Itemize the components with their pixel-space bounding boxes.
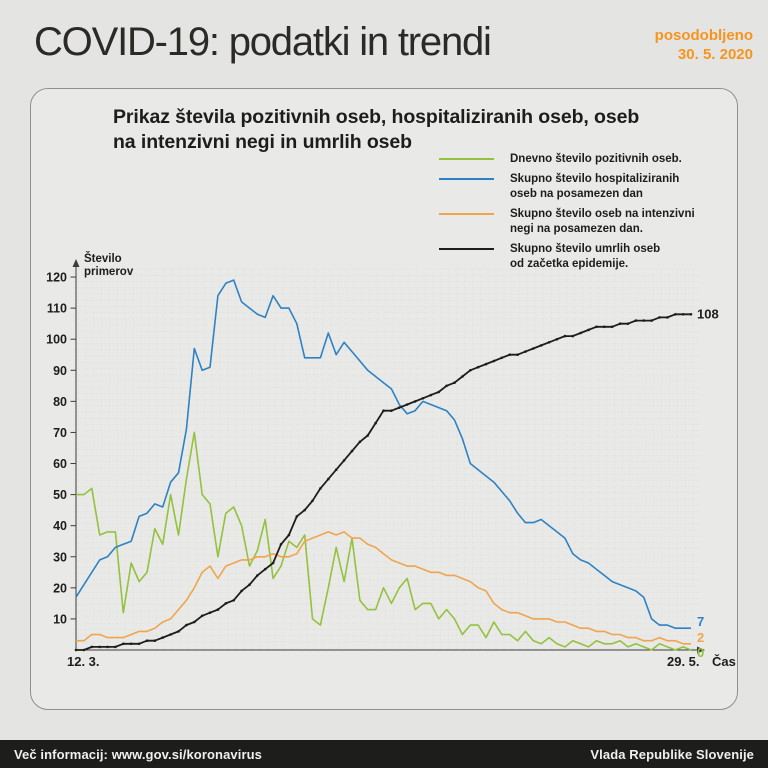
legend-label: Skupno število hospitaliziranih oseb na … xyxy=(510,173,680,200)
footer-info-url: Več informacij: www.gov.si/koronavirus xyxy=(14,746,262,762)
legend-item-deaths: Skupno število umrlih oseb od začetka ep… xyxy=(439,242,739,272)
legend-item-positive: Dnevno število pozitivnih oseb. xyxy=(439,152,739,167)
updated-info: posodobljeno 30. 5. 2020 xyxy=(655,26,753,64)
chart-legend: Dnevno število pozitivnih oseb. Skupno št… xyxy=(439,152,739,277)
end-value-label-icu: 2 xyxy=(697,630,704,645)
y-tick-label: 110 xyxy=(47,302,67,316)
series-markers-deaths xyxy=(74,313,693,652)
x-axis-end-label: 29. 5. xyxy=(667,654,700,669)
footer-bar: Več informacij: www.gov.si/koronavirus V… xyxy=(0,740,768,768)
legend-label: Skupno število umrlih oseb od začetka ep… xyxy=(510,243,661,270)
y-tick-label: 30 xyxy=(53,550,67,564)
plot-grid xyxy=(76,268,699,650)
x-axis-start-label: 12. 3. xyxy=(67,654,100,669)
chart-area: 10 20 30 40 50 60 70 80 90 100 110 120 0 7 2 108 Števil… xyxy=(31,89,739,711)
y-tick-label: 20 xyxy=(53,581,67,595)
updated-label: posodobljeno xyxy=(654,27,753,44)
axes xyxy=(75,267,697,651)
series-line-icu xyxy=(76,531,691,645)
y-axis-arrow-icon xyxy=(72,259,80,267)
line-chart: 10 20 30 40 50 60 70 80 90 100 110 120 0 72 108 xyxy=(46,259,719,660)
x-axis-arrow-icon xyxy=(697,646,705,654)
series-line-hospitalized xyxy=(75,279,691,630)
chart-title: Prikaz števila pozitivnih oseb, hospital… xyxy=(113,106,640,153)
footer-government-label: Vlada Republike Slovenije xyxy=(590,746,754,762)
y-tick-label: 80 xyxy=(53,395,67,409)
chart-card: Prikaz števila pozitivnih oseb, hospital… xyxy=(30,88,738,710)
legend-label: Dnevno število pozitivnih oseb. xyxy=(510,153,682,165)
updated-date: 30. 5. 2020 xyxy=(677,46,753,63)
y-tick-label: 100 xyxy=(46,333,67,347)
end-value-label-hospitalized: 7 xyxy=(697,614,704,629)
y-tick-label: 60 xyxy=(53,457,67,471)
legend-item-icu: Skupno število oseb na intenzivni negi n… xyxy=(439,207,739,237)
end-value-label-deaths: 108 xyxy=(697,306,719,321)
y-tick-label: 70 xyxy=(53,426,67,440)
y-tick-label: 10 xyxy=(53,612,67,626)
legend-swatch-icu xyxy=(439,213,494,215)
legend-swatch-deaths xyxy=(439,248,494,250)
page-title: COVID-19: podatki in trendi xyxy=(34,20,492,64)
y-tick-label: 40 xyxy=(53,519,67,533)
x-axis-unit-label: Čas xyxy=(712,654,736,669)
y-tick-label: 120 xyxy=(46,271,67,285)
legend-label: Skupno število oseb na intenzivni negi n… xyxy=(510,208,695,235)
y-tick-label: 50 xyxy=(53,488,67,502)
y-axis-title: Število primerov xyxy=(84,253,134,278)
legend-swatch-hospitalized xyxy=(439,178,494,180)
y-tick-label: 90 xyxy=(53,364,67,378)
legend-item-hospitalized: Skupno število hospitaliziranih oseb na … xyxy=(439,172,739,202)
series-line-positive xyxy=(76,431,692,651)
legend-swatch-positive xyxy=(439,158,494,160)
end-value-label-positive: 0 xyxy=(697,645,704,660)
